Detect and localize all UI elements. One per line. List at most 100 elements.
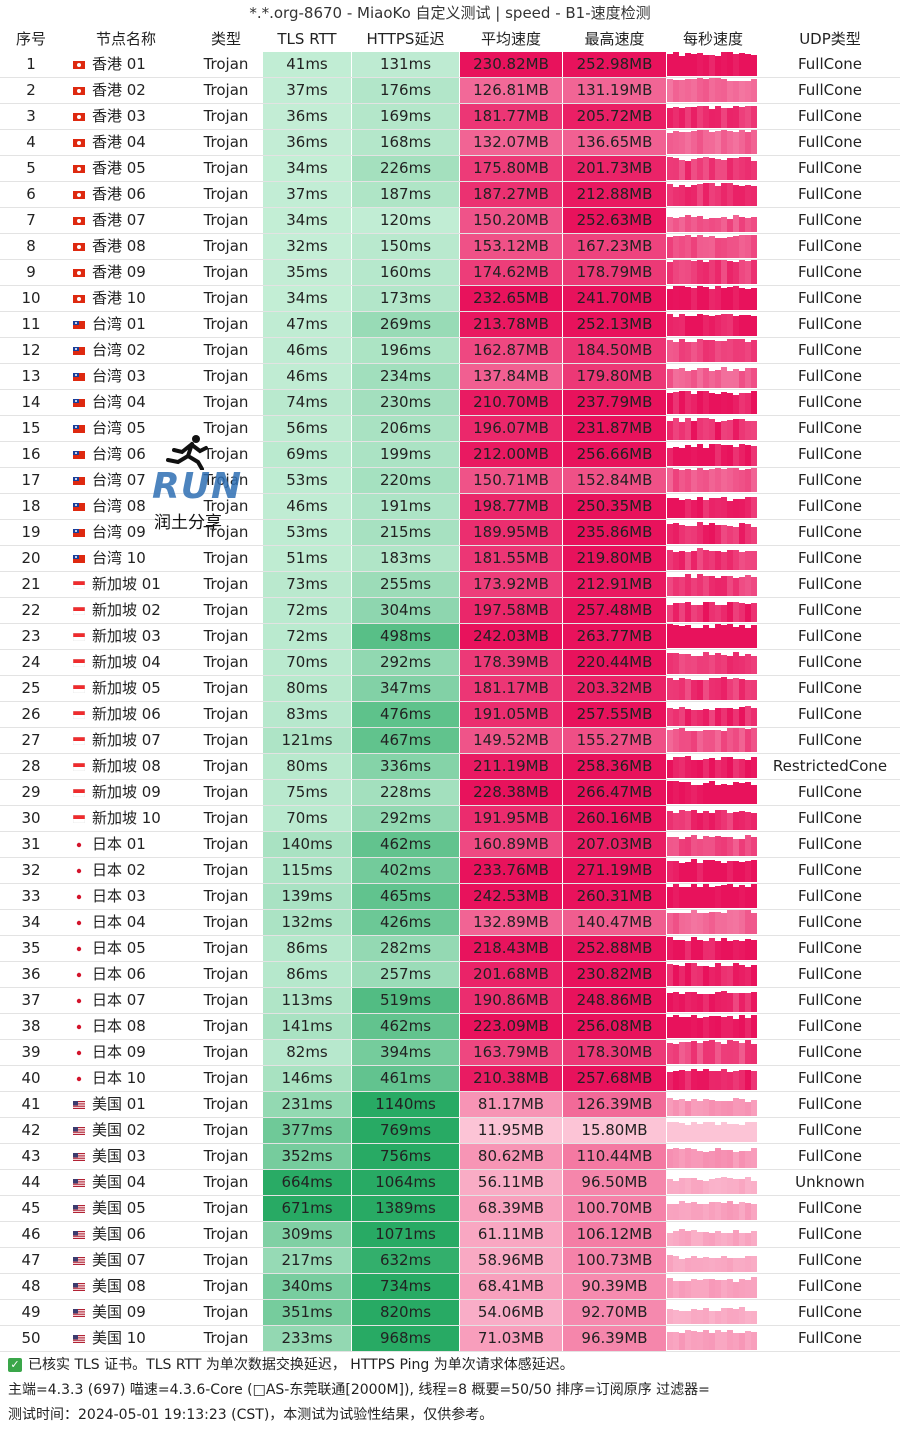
table-row[interactable]: 16 台湾 06 Trojan 69ms 199ms 212.00MB 256.66MB Fu… <box>0 442 900 468</box>
sparkline-bar <box>745 1203 751 1220</box>
sparkline-bar <box>697 839 703 856</box>
sparkline-bar <box>685 837 691 856</box>
per-second-sparkline <box>667 1040 759 1065</box>
node-type: Trojan <box>203 159 249 177</box>
sparkline-bar <box>703 1330 709 1350</box>
table-row[interactable]: 36 日本 06 Trojan 86ms 257ms 201.68MB 230.82MB Fu… <box>0 962 900 988</box>
node-type: Trojan <box>203 861 249 879</box>
sparkline-bar <box>733 1230 739 1246</box>
col-avg-header[interactable]: 平均速度 <box>480 30 541 48</box>
sparkline-bar <box>745 185 751 206</box>
table-row[interactable]: 10 香港 10 Trojan 34ms 173ms 232.65MB 241.70MB Fu… <box>0 286 900 312</box>
table-row[interactable]: 32 日本 02 Trojan 115ms 402ms 233.76MB 271.19MB F… <box>0 858 900 884</box>
flag-tw-icon <box>62 393 92 411</box>
table-row[interactable]: 33 日本 03 Trojan 139ms 465ms 242.53MB 260.31MB F… <box>0 884 900 910</box>
sparkline-bar <box>745 218 751 232</box>
col-https-header[interactable]: HTTPS延迟 <box>366 30 445 48</box>
table-row[interactable]: 7 香港 07 Trojan 34ms 120ms 150.20MB 252.63MB Ful… <box>0 208 900 234</box>
col-tls-header[interactable]: TLS RTT <box>277 30 337 48</box>
col-persec-header[interactable]: 每秒速度 <box>682 30 743 48</box>
table-row[interactable]: 42 美国 02 Trojan 377ms 769ms 11.95MB 15.80MB Ful… <box>0 1118 900 1144</box>
sparkline-bar <box>697 418 703 440</box>
table-row[interactable]: 34 日本 04 Trojan 132ms 426ms 132.89MB 140.47MB F… <box>0 910 900 936</box>
col-udp-header[interactable]: UDP类型 <box>799 30 861 48</box>
node-name-cell: 香港 10 <box>62 286 190 311</box>
table-row[interactable]: 11 台湾 01 Trojan 47ms 269ms 213.78MB 252.13MB Fu… <box>0 312 900 338</box>
table-row[interactable]: 35 日本 05 Trojan 86ms 282ms 218.43MB 252.88MB Fu… <box>0 936 900 962</box>
table-row[interactable]: 20 台湾 10 Trojan 51ms 183ms 181.55MB 219.80MB Fu… <box>0 546 900 572</box>
per-second-sparkline <box>667 208 759 233</box>
sparkline-bar <box>667 861 673 882</box>
table-row[interactable]: 9 香港 09 Trojan 35ms 160ms 174.62MB 178.79MB Ful… <box>0 260 900 286</box>
table-row[interactable]: 40 日本 10 Trojan 146ms 461ms 210.38MB 257.68MB F… <box>0 1066 900 1092</box>
node-type: Trojan <box>203 757 249 775</box>
table-row[interactable]: 18 台湾 08 Trojan 46ms 191ms 198.77MB 250.35MB Fu… <box>0 494 900 520</box>
table-row[interactable]: 14 台湾 04 Trojan 74ms 230ms 210.70MB 237.79MB Fu… <box>0 390 900 416</box>
table-row[interactable]: 17 台湾 07 Trojan 53ms 220ms 150.71MB 152.84MB Fu… <box>0 468 900 494</box>
https-latency: 1064ms <box>352 1170 459 1195</box>
col-type-header[interactable]: 类型 <box>210 30 241 48</box>
max-speed: 184.50MB <box>563 338 666 363</box>
avg-speed: 149.52MB <box>460 728 562 753</box>
table-row[interactable]: 12 台湾 02 Trojan 46ms 196ms 162.87MB 184.50MB Fu… <box>0 338 900 364</box>
table-row[interactable]: 41 美国 01 Trojan 231ms 1140ms 81.17MB 126.39MB F… <box>0 1092 900 1118</box>
table-row[interactable]: 28 新加坡 08 Trojan 80ms 336ms 211.19MB 258.36MB R… <box>0 754 900 780</box>
table-row[interactable]: 44 美国 04 Trojan 664ms 1064ms 56.11MB 96.50MB Un… <box>0 1170 900 1196</box>
table-row[interactable]: 46 美国 06 Trojan 309ms 1071ms 61.11MB 106.12MB F… <box>0 1222 900 1248</box>
table-row[interactable]: 15 台湾 05 Trojan 56ms 206ms 196.07MB 231.87MB Fu… <box>0 416 900 442</box>
max-speed: 230.82MB <box>563 962 666 987</box>
sparkline-bar <box>667 448 673 466</box>
table-row[interactable]: 4 香港 04 Trojan 36ms 168ms 132.07MB 136.65MB Ful… <box>0 130 900 156</box>
sparkline-bar <box>667 605 673 622</box>
node-name-cell: 新加坡 01 <box>62 572 190 597</box>
node-name-cell: 日本 08 <box>62 1014 190 1039</box>
table-row[interactable]: 2 香港 02 Trojan 37ms 176ms 126.81MB 131.19MB Ful… <box>0 78 900 104</box>
table-row[interactable]: 47 美国 07 Trojan 217ms 632ms 58.96MB 100.73MB Fu… <box>0 1248 900 1274</box>
node-type: Trojan <box>203 289 249 307</box>
table-row[interactable]: 38 日本 08 Trojan 141ms 462ms 223.09MB 256.08MB F… <box>0 1014 900 1040</box>
table-row[interactable]: 8 香港 08 Trojan 32ms 150ms 153.12MB 167.23MB Ful… <box>0 234 900 260</box>
sparkline-bar <box>727 993 733 1012</box>
per-second-sparkline <box>667 780 759 805</box>
table-row[interactable]: 37 日本 07 Trojan 113ms 519ms 190.86MB 248.86MB F… <box>0 988 900 1014</box>
https-latency: 187ms <box>352 182 459 207</box>
table-row[interactable]: 39 日本 09 Trojan 82ms 394ms 163.79MB 178.30MB Fu… <box>0 1040 900 1066</box>
table-row[interactable]: 3 香港 03 Trojan 36ms 169ms 181.77MB 205.72MB Ful… <box>0 104 900 130</box>
table-row[interactable]: 43 美国 03 Trojan 352ms 756ms 80.62MB 110.44MB Fu… <box>0 1144 900 1170</box>
table-row[interactable]: 13 台湾 03 Trojan 46ms 234ms 137.84MB 179.80MB Fu… <box>0 364 900 390</box>
sparkline-bar <box>673 1231 679 1246</box>
sparkline-bar <box>679 1149 685 1168</box>
table-row[interactable]: 24 新加坡 04 Trojan 70ms 292ms 178.39MB 220.44MB F… <box>0 650 900 676</box>
sparkline-bar <box>673 187 679 206</box>
table-row[interactable]: 1 香港 01 Trojan 41ms 131ms 230.82MB 252.98MB Ful… <box>0 52 900 78</box>
avg-speed: 150.71MB <box>460 468 562 493</box>
table-row[interactable]: 26 新加坡 06 Trojan 83ms 476ms 191.05MB 257.55MB F… <box>0 702 900 728</box>
row-index: 35 <box>21 939 41 957</box>
table-row[interactable]: 25 新加坡 05 Trojan 80ms 347ms 181.17MB 203.32MB F… <box>0 676 900 702</box>
table-row[interactable]: 30 新加坡 10 Trojan 70ms 292ms 191.95MB 260.16MB F… <box>0 806 900 832</box>
table-row[interactable]: 23 新加坡 03 Trojan 72ms 498ms 242.03MB 263.77MB F… <box>0 624 900 650</box>
table-row[interactable]: 21 新加坡 01 Trojan 73ms 255ms 173.92MB 212.91MB F… <box>0 572 900 598</box>
col-name-header[interactable]: 节点名称 <box>95 30 156 48</box>
table-row[interactable]: 6 香港 06 Trojan 37ms 187ms 187.27MB 212.88MB Ful… <box>0 182 900 208</box>
table-row[interactable]: 5 香港 05 Trojan 34ms 226ms 175.80MB 201.73MB Ful… <box>0 156 900 182</box>
col-index-header[interactable]: 序号 <box>15 30 46 48</box>
sparkline-bar <box>697 1332 703 1350</box>
https-latency: 756ms <box>352 1144 459 1169</box>
table-row[interactable]: 50 美国 10 Trojan 233ms 968ms 71.03MB 96.39MB Ful… <box>0 1326 900 1352</box>
https-latency: 476ms <box>352 702 459 727</box>
node-name-cell: 香港 03 <box>62 104 190 129</box>
table-row[interactable]: 27 新加坡 07 Trojan 121ms 467ms 149.52MB 155.27MB… <box>0 728 900 754</box>
table-row[interactable]: 19 台湾 09 Trojan 53ms 215ms 189.95MB 235.86MB Fu… <box>0 520 900 546</box>
table-row[interactable]: 29 新加坡 09 Trojan 75ms 228ms 228.38MB 266.47MB F… <box>0 780 900 806</box>
table-row[interactable]: 45 美国 05 Trojan 671ms 1389ms 68.39MB 100.70MB F… <box>0 1196 900 1222</box>
col-max-header[interactable]: 最高速度 <box>584 30 645 48</box>
node-name-cell: 美国 05 <box>62 1196 190 1221</box>
sparkline-bar <box>727 576 733 596</box>
sparkline-bar <box>679 782 685 804</box>
table-row[interactable]: 48 美国 08 Trojan 340ms 734ms 68.41MB 90.39MB Ful… <box>0 1274 900 1300</box>
table-row[interactable]: 31 日本 01 Trojan 140ms 462ms 160.89MB 207.03MB F… <box>0 832 900 858</box>
table-row[interactable]: 49 美国 09 Trojan 351ms 820ms 54.06MB 92.70MB Ful… <box>0 1300 900 1326</box>
table-row[interactable]: 22 新加坡 02 Trojan 72ms 304ms 197.58MB 257.48MB F… <box>0 598 900 624</box>
sparkline-bar <box>703 550 709 570</box>
